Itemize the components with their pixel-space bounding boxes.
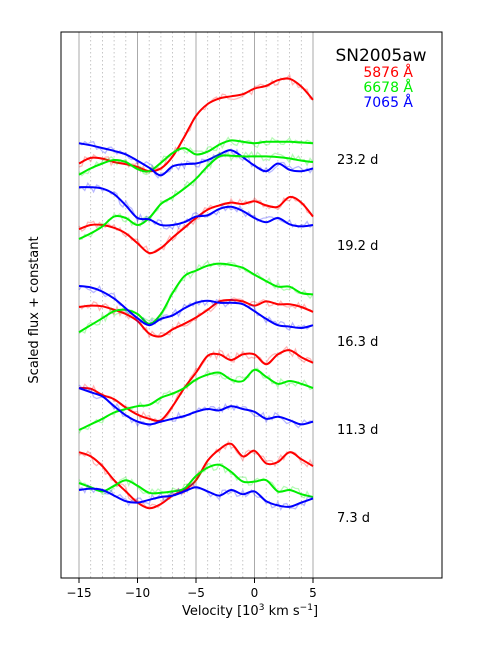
smoothed-spectrum-line [78, 349, 314, 422]
epoch-label: 11.3 d [337, 423, 378, 438]
epoch-label: 7.3 d [337, 511, 370, 526]
smoothed-spectrum-line [78, 262, 314, 334]
epoch-group [78, 150, 314, 256]
epoch-group [78, 73, 314, 179]
smoothed-spectrum-line [78, 486, 314, 508]
legend-entry: 6678 Å [363, 79, 413, 96]
plot-frame [60, 31, 443, 579]
x-tick-label: −10 [125, 586, 150, 600]
smoothed-spectrum-line [78, 154, 314, 240]
smoothed-spectrum-line [78, 139, 314, 176]
epoch-label: 16.3 d [337, 335, 378, 350]
smoothed-spectrum-line [78, 387, 314, 426]
x-tick-label: −15 [66, 586, 91, 600]
legend-entry: 5876 Å [363, 64, 413, 81]
epoch-label: 19.2 d [337, 239, 378, 254]
smoothed-spectrum-line [78, 186, 314, 228]
smoothed-spectrum-line [78, 368, 314, 431]
epoch-label: 23.2 d [337, 153, 378, 168]
object-title: SN2005aw [335, 46, 426, 66]
smoothed-spectrum-line [78, 195, 314, 255]
smoothed-spectrum-line [78, 77, 314, 173]
epoch-labels: 23.2 d 19.2 d 16.3 d 11.3 d 7.3 d [337, 153, 378, 526]
epoch-group [78, 345, 314, 434]
raw-spectrum-line [78, 482, 314, 512]
epoch-group [78, 260, 314, 339]
x-tick-label: 5 [309, 586, 317, 600]
x-tick-label: 0 [251, 586, 259, 600]
epoch-group [78, 440, 314, 512]
x-axis-title: Velocity [103 km s−1] [182, 603, 318, 619]
smoothed-spectrum-line [78, 463, 314, 498]
series-lines [78, 73, 314, 512]
legend-entry: 7065 Å [363, 94, 413, 111]
x-tick-label: −5 [187, 586, 205, 600]
smoothed-spectrum-line [78, 285, 314, 330]
raw-spectrum-line [78, 150, 314, 241]
x-axis-ticks: −15 −10 −5 0 5 [66, 578, 317, 600]
y-axis-title: Scaled flux + constant [27, 236, 42, 383]
smoothed-spectrum-line [78, 142, 314, 177]
raw-spectrum-line [78, 136, 314, 177]
